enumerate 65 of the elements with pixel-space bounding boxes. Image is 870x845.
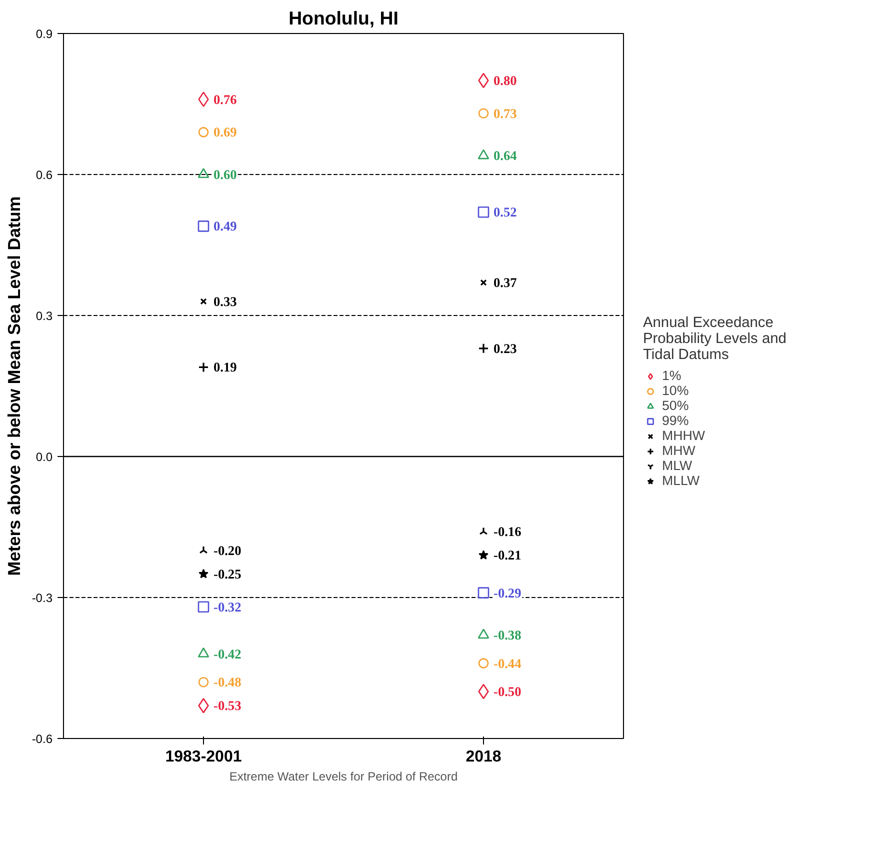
data-label: 0.23 <box>494 340 518 356</box>
data-label: 0.52 <box>494 204 518 220</box>
x-tick-label: 1983-2001 <box>165 748 242 766</box>
point <box>199 546 208 554</box>
point <box>198 601 210 613</box>
point <box>198 676 209 688</box>
point <box>478 587 490 598</box>
data-label: 0.80 <box>494 73 518 88</box>
data-label: 0.73 <box>494 106 518 121</box>
point <box>478 628 490 639</box>
chart-title: Honolulu, HI <box>288 8 398 28</box>
data-label: 0.76 <box>214 92 238 107</box>
data-label: -0.25 <box>214 566 242 582</box>
data-label: -0.53 <box>214 698 242 714</box>
data-label: -0.32 <box>214 599 242 614</box>
data-label: -0.38 <box>494 628 522 643</box>
legend-title: Annual Exceedance Probability Levels and Tidal Datums <box>643 315 786 363</box>
data-label: 0.19 <box>214 360 238 375</box>
legend-label: 1% <box>662 368 682 383</box>
point <box>478 658 489 668</box>
point <box>200 298 207 305</box>
point <box>478 550 488 560</box>
legend-label: 10% <box>662 383 689 398</box>
y-tick-label: 0.3 <box>36 309 53 323</box>
legend-label: 50% <box>662 398 689 413</box>
legend-label: MHW <box>662 443 696 458</box>
data-label: -0.16 <box>494 524 522 540</box>
y-axis-title: Meters above or below Mean Sea Level Datum <box>4 196 24 576</box>
y-tick-label: -0.3 <box>32 591 53 605</box>
data-label: -0.50 <box>494 684 522 699</box>
point <box>479 526 488 535</box>
legend-label: MHHW <box>662 428 705 443</box>
data-label: 0.33 <box>214 294 238 309</box>
x-axis-title: Extreme Water Levels for Period of Record <box>229 770 458 784</box>
point <box>198 362 209 372</box>
data-label: 0.49 <box>214 218 238 234</box>
point <box>478 206 490 218</box>
legend-label: 99% <box>662 413 689 428</box>
data-label: 0.37 <box>494 275 518 290</box>
legend-label: MLLW <box>662 473 700 488</box>
point <box>198 92 209 107</box>
point <box>198 168 210 178</box>
y-tick-label: 0.9 <box>36 27 53 41</box>
y-tick-label: 0.6 <box>36 168 53 182</box>
point <box>198 220 210 232</box>
data-label: 0.60 <box>214 167 238 182</box>
data-label: -0.29 <box>494 585 522 600</box>
point <box>478 108 489 119</box>
data-label: 0.64 <box>494 148 518 164</box>
point <box>478 343 489 354</box>
data-label: -0.48 <box>214 674 242 690</box>
point <box>198 647 210 658</box>
data-label: 0.69 <box>214 124 238 140</box>
data-label: -0.42 <box>214 646 242 662</box>
y-tick-label: 0.0 <box>36 450 53 464</box>
point <box>480 279 487 286</box>
point <box>198 568 208 578</box>
data-label: -0.20 <box>214 543 242 558</box>
point <box>478 149 490 160</box>
x-tick-label: 2018 <box>466 748 502 766</box>
data-label: -0.21 <box>494 548 522 563</box>
point <box>198 127 209 138</box>
legend-label: MLW <box>662 458 692 473</box>
y-tick-label: -0.6 <box>32 732 53 746</box>
data-label: -0.44 <box>494 656 522 671</box>
